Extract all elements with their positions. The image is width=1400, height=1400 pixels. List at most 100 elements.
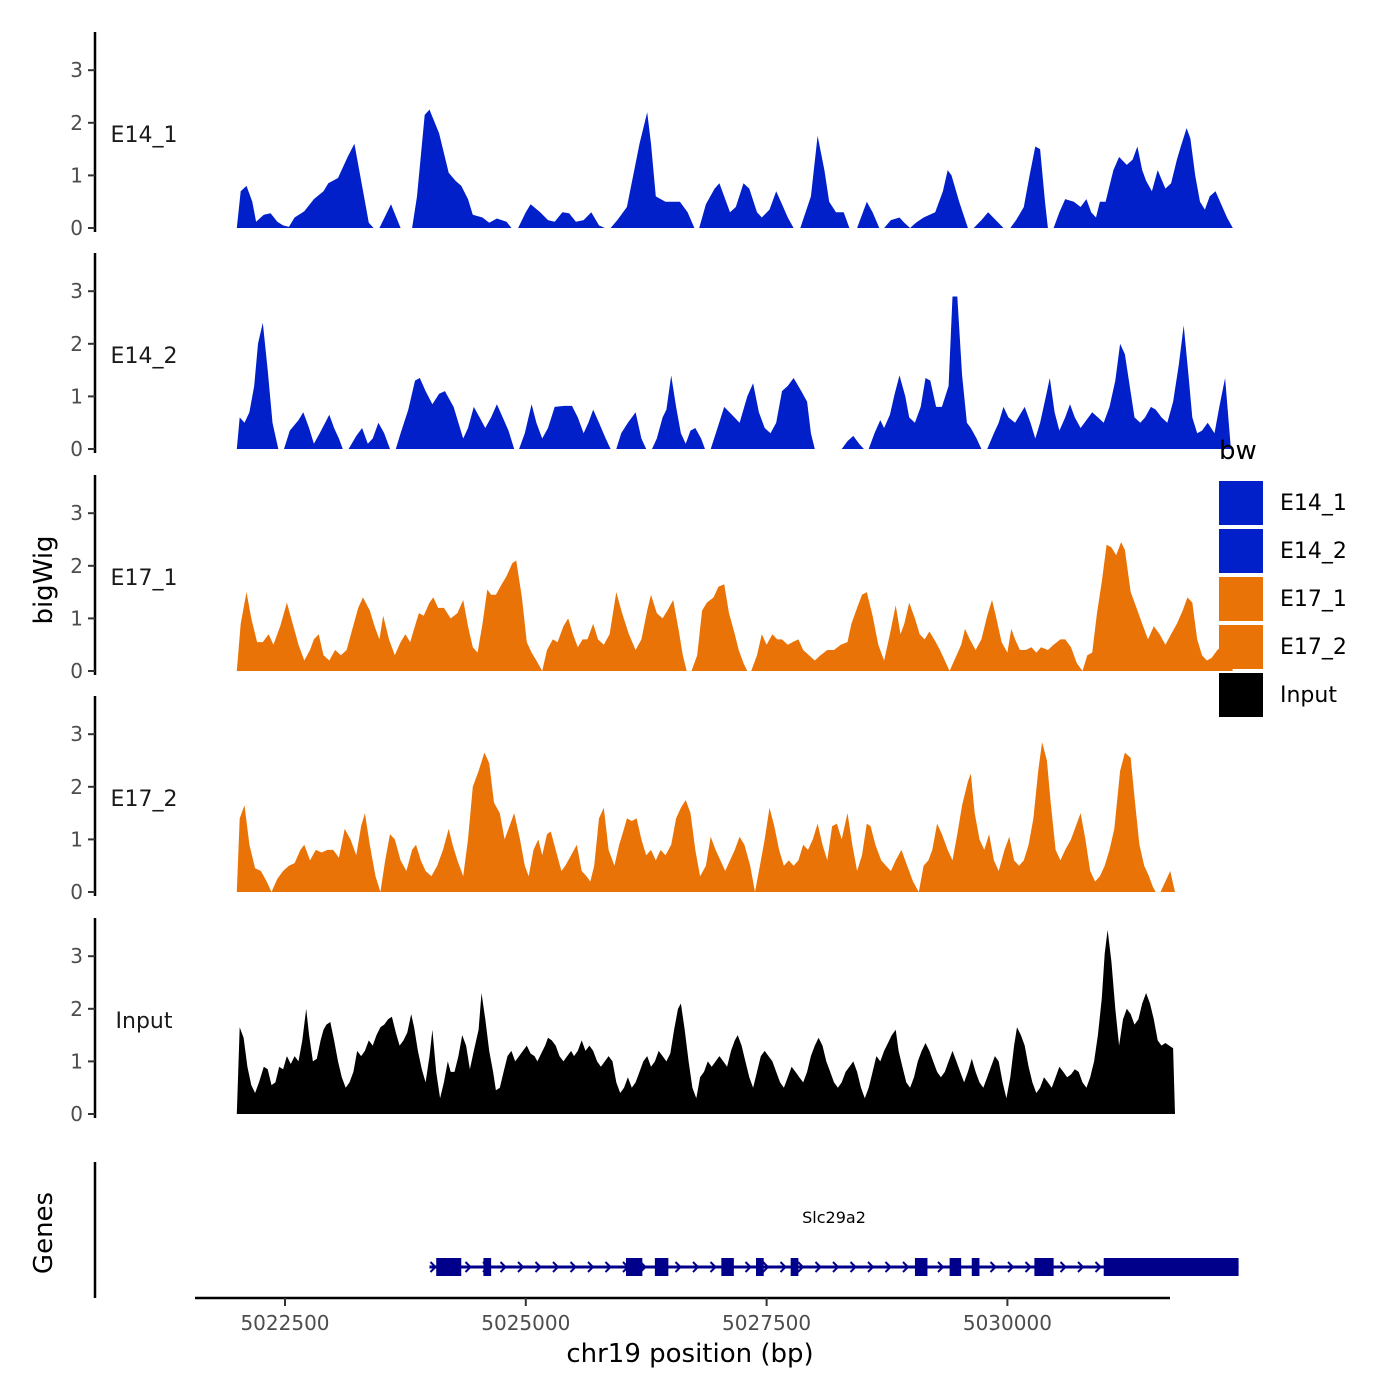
strand-arrow [1094, 1261, 1102, 1273]
y-tick-label: 0 [70, 659, 83, 683]
y-tick-label: 1 [70, 384, 83, 408]
track-label: Input [116, 1009, 173, 1034]
y-tick-label: 1 [70, 827, 83, 851]
x-axis: 5022500 5025000 5027500 5030000 [195, 1296, 1170, 1335]
x-tick-label: 5025000 [481, 1311, 570, 1335]
legend-label: Input [1280, 683, 1337, 708]
strand-arrow [937, 1261, 945, 1273]
gene-exon [1034, 1258, 1054, 1276]
coverage-area-E14_1 [236, 109, 1233, 228]
y-tick-label: 1 [70, 163, 83, 187]
bigwig-tracks: 0 1 2 3 E14_1 0 1 2 3 E14_2 0 1 2 3 E17_1 0 1 2 3 E17_2 0 1 2 3… [70, 32, 1233, 1126]
y-tick-label: 0 [70, 880, 83, 904]
strand-arrow [902, 1261, 910, 1273]
legend-swatch [1219, 481, 1263, 525]
strand-arrow [814, 1261, 822, 1273]
legend-label: E17_2 [1280, 635, 1347, 660]
track-label: E17_2 [111, 787, 178, 812]
y-tick-label: 0 [70, 216, 83, 240]
strand-arrow [849, 1261, 857, 1273]
legend-label: E14_1 [1280, 491, 1347, 516]
gene-exon [756, 1258, 764, 1276]
gene-exon [914, 1258, 928, 1276]
gene-exon [436, 1258, 462, 1276]
strand-arrow [797, 1261, 805, 1273]
strand-arrow [989, 1261, 997, 1273]
legend-swatch [1219, 529, 1263, 573]
legend-label: E14_2 [1280, 539, 1347, 564]
track-E17_1: 0 1 2 3 E17_1 [70, 475, 1233, 683]
strand-arrow [499, 1261, 507, 1273]
gene-exon [949, 1258, 962, 1276]
strand-arrow [744, 1261, 752, 1273]
track-label: E14_1 [111, 123, 178, 148]
strand-arrow [674, 1261, 682, 1273]
y-tick-label: 0 [70, 1102, 83, 1126]
gene-exon [625, 1258, 643, 1276]
y-axis-label: bigWig [29, 535, 59, 624]
gene-exon [483, 1258, 492, 1276]
strand-arrow [464, 1261, 472, 1273]
genes-axis-label: Genes [29, 1192, 59, 1274]
strand-arrow [867, 1261, 875, 1273]
gene-name-label: Slc29a2 [802, 1208, 866, 1227]
y-tick-label: 2 [70, 554, 83, 578]
legend-title: bw [1219, 436, 1257, 466]
legend-label: E17_1 [1280, 587, 1347, 612]
y-tick-label: 1 [70, 1049, 83, 1073]
coverage-area-E17_2 [236, 742, 1176, 892]
strand-arrow [517, 1261, 525, 1273]
y-tick-label: 1 [70, 606, 83, 630]
track-label: E17_1 [111, 566, 178, 591]
coverage-area-E14_2 [236, 296, 1231, 449]
legend-swatch [1219, 673, 1263, 717]
y-tick-label: 2 [70, 332, 83, 356]
gene-exon [1103, 1258, 1239, 1276]
gene-exon [971, 1258, 980, 1276]
gene-exon [721, 1258, 734, 1276]
legend: bw E14_1 E14_2 E17_1 E17_2 Input [1219, 436, 1347, 717]
strand-arrow [884, 1261, 892, 1273]
strand-arrow [832, 1261, 840, 1273]
strand-arrow [569, 1261, 577, 1273]
strand-arrow [692, 1261, 700, 1273]
y-tick-label: 2 [70, 775, 83, 799]
coverage-area-Input [236, 929, 1176, 1114]
y-tick-label: 3 [70, 722, 83, 746]
x-tick-label: 5027500 [722, 1311, 811, 1335]
y-tick-label: 3 [70, 944, 83, 968]
legend-swatch [1219, 625, 1263, 669]
genes-track: Slc29a2 [93, 1162, 1239, 1298]
strand-arrow [709, 1261, 717, 1273]
strand-arrow [1077, 1261, 1085, 1273]
strand-arrow [552, 1261, 560, 1273]
y-tick-label: 3 [70, 501, 83, 525]
strand-arrow [779, 1261, 787, 1273]
strand-arrow [534, 1261, 542, 1273]
y-tick-label: 2 [70, 111, 83, 135]
strand-arrow [1059, 1261, 1067, 1273]
strand-arrow [1007, 1261, 1015, 1273]
strand-arrow [587, 1261, 595, 1273]
strand-arrow [1024, 1261, 1032, 1273]
y-tick-label: 0 [70, 437, 83, 461]
track-label: E14_2 [111, 344, 178, 369]
track-E14_2: 0 1 2 3 E14_2 [70, 253, 1231, 461]
track-Input: 0 1 2 3 Input [70, 918, 1176, 1126]
x-tick-label: 5022500 [240, 1311, 329, 1335]
track-E14_1: 0 1 2 3 E14_1 [70, 32, 1233, 240]
gene-exon [790, 1258, 799, 1276]
gene-exon [654, 1258, 669, 1276]
strand-arrow [762, 1261, 770, 1273]
strand-arrow [604, 1261, 612, 1273]
y-tick-label: 3 [70, 58, 83, 82]
x-axis-label: chr19 position (bp) [566, 1339, 813, 1369]
x-tick-label: 5030000 [963, 1311, 1052, 1335]
y-tick-label: 3 [70, 279, 83, 303]
track-E17_2: 0 1 2 3 E17_2 [70, 696, 1176, 904]
legend-swatch [1219, 577, 1263, 621]
coverage-area-E17_1 [236, 542, 1233, 671]
y-tick-label: 2 [70, 997, 83, 1021]
strand-arrow [429, 1261, 437, 1273]
